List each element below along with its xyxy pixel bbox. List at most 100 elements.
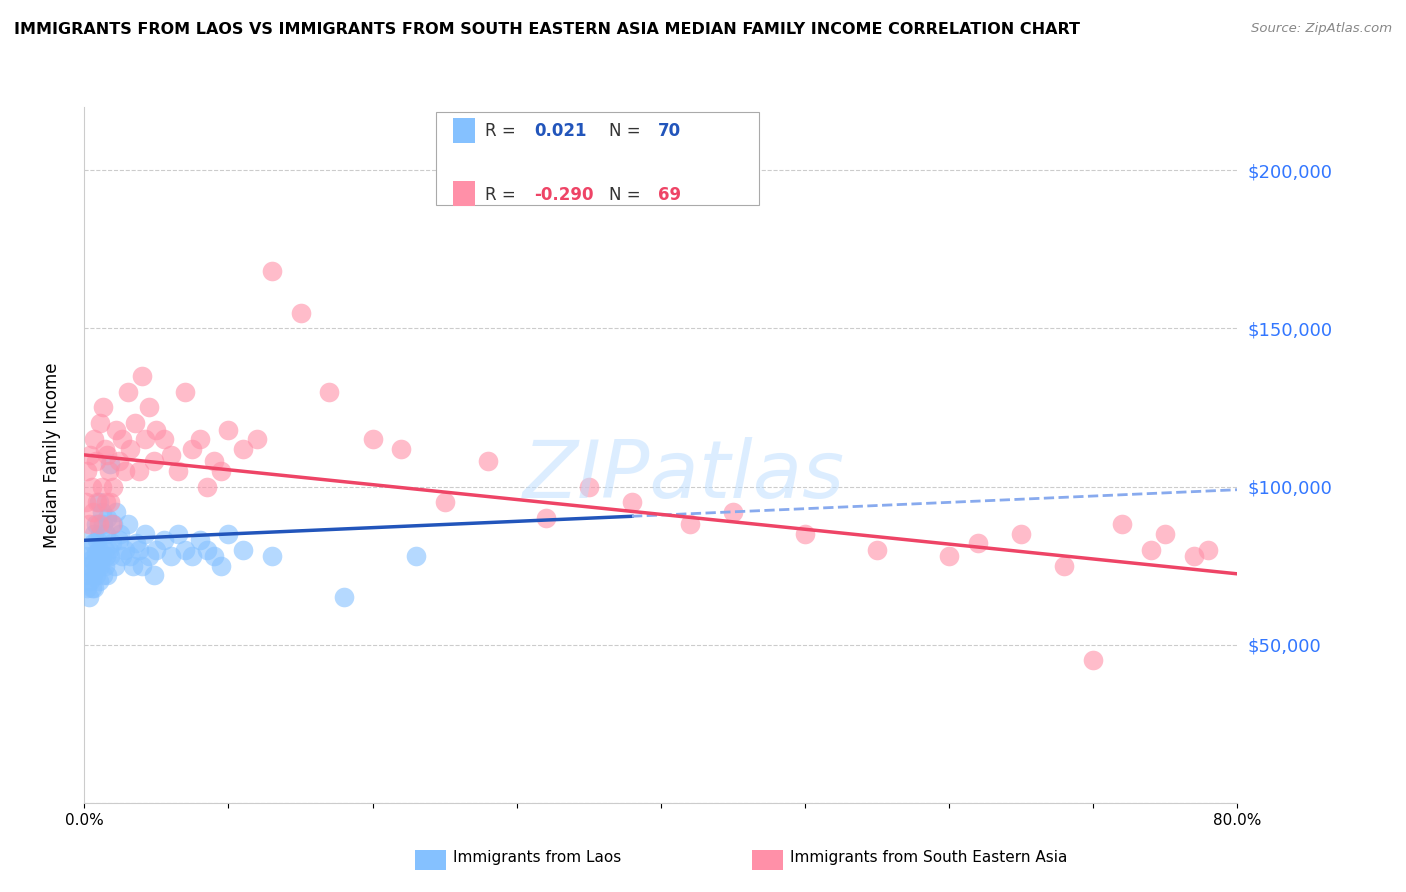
Text: 69: 69 <box>658 186 681 203</box>
Point <box>152 533 174 548</box>
Point <box>83 581 105 595</box>
Point <box>100 517 122 532</box>
Point <box>1053 558 1076 573</box>
Point <box>105 505 128 519</box>
Point <box>679 517 702 532</box>
Point <box>188 432 211 446</box>
Point <box>79 542 101 557</box>
Point <box>108 454 131 468</box>
Point <box>110 527 132 541</box>
Point <box>89 558 111 573</box>
Point <box>1083 653 1105 667</box>
Point <box>117 517 139 532</box>
Point <box>84 517 107 532</box>
Point <box>82 536 104 550</box>
Point <box>83 527 105 541</box>
Point <box>105 423 128 437</box>
Point <box>84 454 107 468</box>
Point <box>124 417 146 431</box>
Point <box>117 384 139 399</box>
Point <box>138 401 160 415</box>
Point <box>94 527 117 541</box>
Point <box>721 505 744 519</box>
Point <box>111 549 134 563</box>
Point <box>134 432 156 446</box>
Point <box>938 549 960 563</box>
Point <box>202 454 225 468</box>
Point <box>108 533 131 548</box>
Point <box>202 549 225 563</box>
Point <box>91 568 114 582</box>
Text: N =: N = <box>609 186 640 203</box>
Text: Immigrants from Laos: Immigrants from Laos <box>453 850 621 865</box>
Point <box>111 432 134 446</box>
Point <box>96 511 118 525</box>
Point <box>79 574 101 589</box>
Point <box>83 432 105 446</box>
Point <box>90 479 112 493</box>
Point <box>209 558 232 573</box>
Point <box>477 454 499 468</box>
Point <box>181 549 204 563</box>
Point <box>90 505 112 519</box>
Point <box>77 558 100 573</box>
Point <box>75 568 97 582</box>
Text: -0.290: -0.290 <box>534 186 593 203</box>
Point <box>94 495 117 509</box>
Point <box>167 464 190 478</box>
Point <box>218 423 240 437</box>
Point <box>84 568 107 582</box>
Point <box>195 542 218 557</box>
Point <box>114 464 136 478</box>
Point <box>98 549 121 563</box>
Text: 0.021: 0.021 <box>534 122 586 140</box>
Point <box>290 305 312 319</box>
Point <box>260 264 283 278</box>
Point <box>100 536 122 550</box>
Point <box>174 542 197 557</box>
Point <box>91 401 114 415</box>
Point <box>866 542 889 557</box>
Point <box>391 442 413 456</box>
Point <box>80 552 103 566</box>
Point <box>433 495 456 509</box>
Text: R =: R = <box>485 122 516 140</box>
Point <box>94 549 117 563</box>
Point <box>142 568 165 582</box>
Point <box>103 479 124 493</box>
Point <box>160 448 183 462</box>
Point <box>160 549 183 563</box>
Point <box>361 432 384 446</box>
Y-axis label: Median Family Income: Median Family Income <box>42 362 60 548</box>
Point <box>86 495 108 509</box>
Point <box>232 442 254 456</box>
Text: N =: N = <box>609 122 640 140</box>
Point <box>131 368 153 383</box>
Point <box>82 505 104 519</box>
Point <box>86 558 108 573</box>
Point <box>188 533 211 548</box>
Point <box>97 464 120 478</box>
Text: IMMIGRANTS FROM LAOS VS IMMIGRANTS FROM SOUTH EASTERN ASIA MEDIAN FAMILY INCOME : IMMIGRANTS FROM LAOS VS IMMIGRANTS FROM … <box>14 22 1080 37</box>
Text: R =: R = <box>485 186 516 203</box>
Point <box>128 464 150 478</box>
Point <box>145 542 167 557</box>
Point <box>86 533 108 548</box>
Point <box>98 495 121 509</box>
Point <box>621 495 644 509</box>
Point <box>77 591 100 605</box>
Point <box>794 527 817 541</box>
Point <box>1198 542 1220 557</box>
Point <box>76 464 98 478</box>
Point <box>260 549 283 563</box>
Point <box>89 417 111 431</box>
Text: 70: 70 <box>658 122 681 140</box>
Point <box>122 558 145 573</box>
Point <box>246 432 269 446</box>
Point <box>79 448 101 462</box>
Text: Source: ZipAtlas.com: Source: ZipAtlas.com <box>1251 22 1392 36</box>
Point <box>1140 542 1163 557</box>
Point <box>152 432 174 446</box>
Point <box>318 384 340 399</box>
Point <box>80 479 103 493</box>
